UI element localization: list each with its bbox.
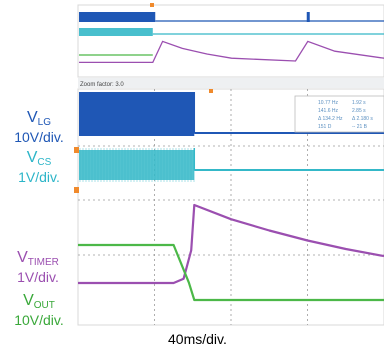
measurement-value: Δ 2.180 s xyxy=(352,116,373,122)
label-v-lg-unit: 10V/div. xyxy=(14,129,64,145)
label-v-lg: VLG 10V/div. xyxy=(2,110,76,145)
v-timer-trace xyxy=(78,203,384,285)
label-v-out-unit: 10V/div. xyxy=(14,312,64,328)
zoom-traces xyxy=(78,92,384,302)
overview-timer-trace xyxy=(79,40,384,64)
channel-markers xyxy=(74,89,213,193)
measurement-value: 10.77 Hz xyxy=(318,100,339,106)
trigger-marker xyxy=(209,89,213,93)
measurement-value: -- 21 B xyxy=(352,124,368,130)
measurement-value: 2.85 s xyxy=(352,108,366,114)
channel-marker xyxy=(74,147,79,153)
label-v-out: VOUT 10V/div. xyxy=(2,293,76,328)
label-v-timer-unit: 1V/div. xyxy=(17,269,59,285)
channel-marker xyxy=(74,187,79,193)
measurement-value: 141.6 Hz xyxy=(318,108,339,114)
label-v-cs-symbol: VCS xyxy=(26,149,52,169)
v-cs-switching-band xyxy=(79,150,195,180)
measurement-box xyxy=(294,95,384,133)
measurement-value: 1.92 s xyxy=(352,100,366,106)
header-strip xyxy=(78,78,384,88)
v-out-trace xyxy=(78,243,384,302)
timebase-label: 40ms/div. xyxy=(168,331,227,347)
measurement-value: Δ 134.2 Hz xyxy=(318,116,343,122)
measurement-panel: 10.77 Hz 1.92 s 141.6 Hz 2.85 s Δ 134.2 Hz Δ … xyxy=(294,95,384,133)
overview-traces xyxy=(79,3,384,64)
label-v-cs-unit: 1V/div. xyxy=(18,169,60,185)
label-v-timer: VTIMER 1V/div. xyxy=(0,250,76,285)
label-v-lg-symbol: VLG xyxy=(26,109,51,129)
measurement-value: 151 D xyxy=(318,124,332,130)
overview-cs-band xyxy=(79,28,153,36)
label-v-out-symbol: VOUT xyxy=(23,292,55,312)
overview-lg-pulse xyxy=(306,12,310,22)
label-v-timer-symbol: VTIMER xyxy=(17,249,59,269)
grid xyxy=(78,89,384,325)
overview-trigger-marker xyxy=(150,3,154,7)
label-v-cs: VCS 1V/div. xyxy=(2,150,76,185)
zoom-factor-text: Zoom factor: 3.0 xyxy=(80,82,124,88)
overview-lg-band xyxy=(79,12,156,22)
v-lg-switching-band xyxy=(79,92,195,136)
